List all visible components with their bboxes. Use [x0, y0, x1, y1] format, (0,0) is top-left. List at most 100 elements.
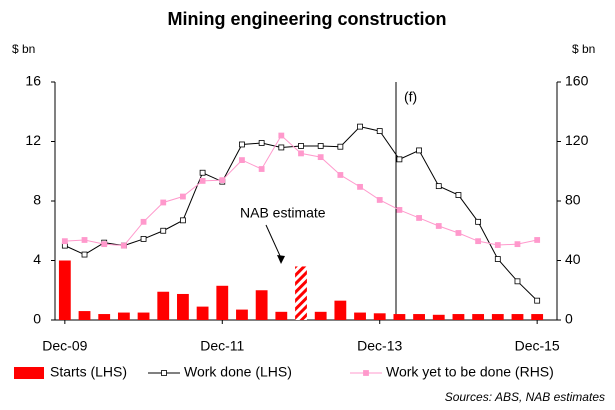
- chart-title: Mining engineering construction: [168, 9, 447, 29]
- bar: [137, 312, 150, 320]
- point: [376, 197, 383, 203]
- point: [317, 154, 324, 161]
- y2-tick-label: 120: [565, 132, 589, 148]
- point: [120, 242, 127, 249]
- point: [239, 141, 245, 148]
- legend-label: Work yet to be done (RHS): [386, 364, 554, 380]
- point: [514, 241, 521, 248]
- point: [278, 144, 285, 151]
- point: [494, 242, 501, 248]
- point: [357, 123, 363, 130]
- point: [455, 230, 462, 236]
- point: [534, 297, 541, 304]
- bar: [432, 314, 445, 320]
- bar: [472, 314, 485, 320]
- y2-tick-label: 40: [565, 251, 581, 267]
- point: [416, 215, 422, 221]
- point: [180, 217, 186, 224]
- point: [140, 218, 147, 225]
- annotation-arrow: [265, 224, 282, 259]
- bar: [413, 314, 425, 320]
- point: [534, 237, 541, 243]
- point: [435, 183, 442, 190]
- bar: [334, 300, 347, 320]
- point: [514, 278, 521, 285]
- y2-tick-label: 80: [565, 192, 581, 208]
- bar: [58, 260, 71, 320]
- point: [317, 143, 324, 149]
- point: [357, 183, 363, 190]
- point: [416, 147, 422, 154]
- x-tick-label: Dec-09: [42, 338, 87, 354]
- point: [160, 199, 167, 206]
- y2-axis-label: $ bn: [572, 42, 595, 56]
- point: [475, 238, 482, 245]
- point: [475, 218, 482, 225]
- x-tick-label: Dec-13: [357, 338, 402, 354]
- legend-label: Starts (LHS): [50, 364, 127, 380]
- bar: [531, 314, 544, 320]
- point: [101, 241, 108, 248]
- y2-tick-label: 0: [565, 311, 573, 327]
- y-axis-label: $ bn: [12, 42, 35, 56]
- bar: [78, 311, 91, 320]
- point: [298, 143, 304, 149]
- bar: [393, 314, 406, 320]
- point: [160, 227, 167, 234]
- point: [337, 172, 344, 178]
- bar: [255, 290, 268, 320]
- bar: [491, 314, 504, 320]
- point: [494, 256, 501, 262]
- point: [337, 143, 344, 150]
- point: [396, 207, 403, 213]
- bar: [196, 306, 209, 320]
- arrow-head: [277, 255, 285, 264]
- point: [81, 251, 88, 258]
- forecast-label: (f): [404, 89, 417, 105]
- legend-marker: [363, 370, 369, 376]
- bar: [117, 312, 130, 320]
- point: [435, 223, 442, 229]
- bar: [511, 314, 524, 320]
- legend-swatch: [14, 367, 44, 379]
- point: [199, 169, 206, 176]
- point: [455, 192, 462, 198]
- point: [81, 237, 88, 243]
- y2-tick-label: 160: [565, 73, 589, 89]
- legend-label: Work done (LHS): [184, 364, 292, 380]
- point: [61, 238, 68, 245]
- bar: [275, 311, 288, 320]
- point: [376, 128, 383, 134]
- bar: [216, 285, 229, 320]
- point: [199, 178, 206, 184]
- source: Sources: ABS, NAB estimates: [445, 390, 605, 404]
- y-tick-label: 4: [33, 251, 41, 267]
- bar: [354, 312, 366, 320]
- point: [219, 177, 226, 184]
- point: [180, 193, 186, 200]
- point: [140, 236, 147, 242]
- annotation: NAB estimate: [240, 205, 326, 221]
- bar: [314, 311, 327, 320]
- bar: [177, 293, 189, 320]
- bar: [236, 309, 248, 320]
- point: [298, 150, 304, 157]
- point: [258, 166, 265, 172]
- point: [396, 156, 403, 163]
- x-tick-label: Dec-11: [200, 338, 244, 354]
- bar: [295, 266, 307, 320]
- point: [278, 132, 285, 139]
- bar: [373, 313, 386, 320]
- point: [258, 140, 265, 146]
- x-tick-label: Dec-15: [515, 338, 560, 354]
- y-tick-label: 0: [33, 311, 41, 327]
- point: [239, 157, 245, 163]
- y-tick-label: 12: [25, 132, 41, 148]
- bar: [157, 291, 170, 320]
- bar: [452, 314, 465, 320]
- y-tick-label: 8: [33, 192, 41, 208]
- legend-marker: [161, 370, 167, 376]
- bar: [98, 314, 111, 320]
- y-tick-label: 16: [25, 73, 41, 89]
